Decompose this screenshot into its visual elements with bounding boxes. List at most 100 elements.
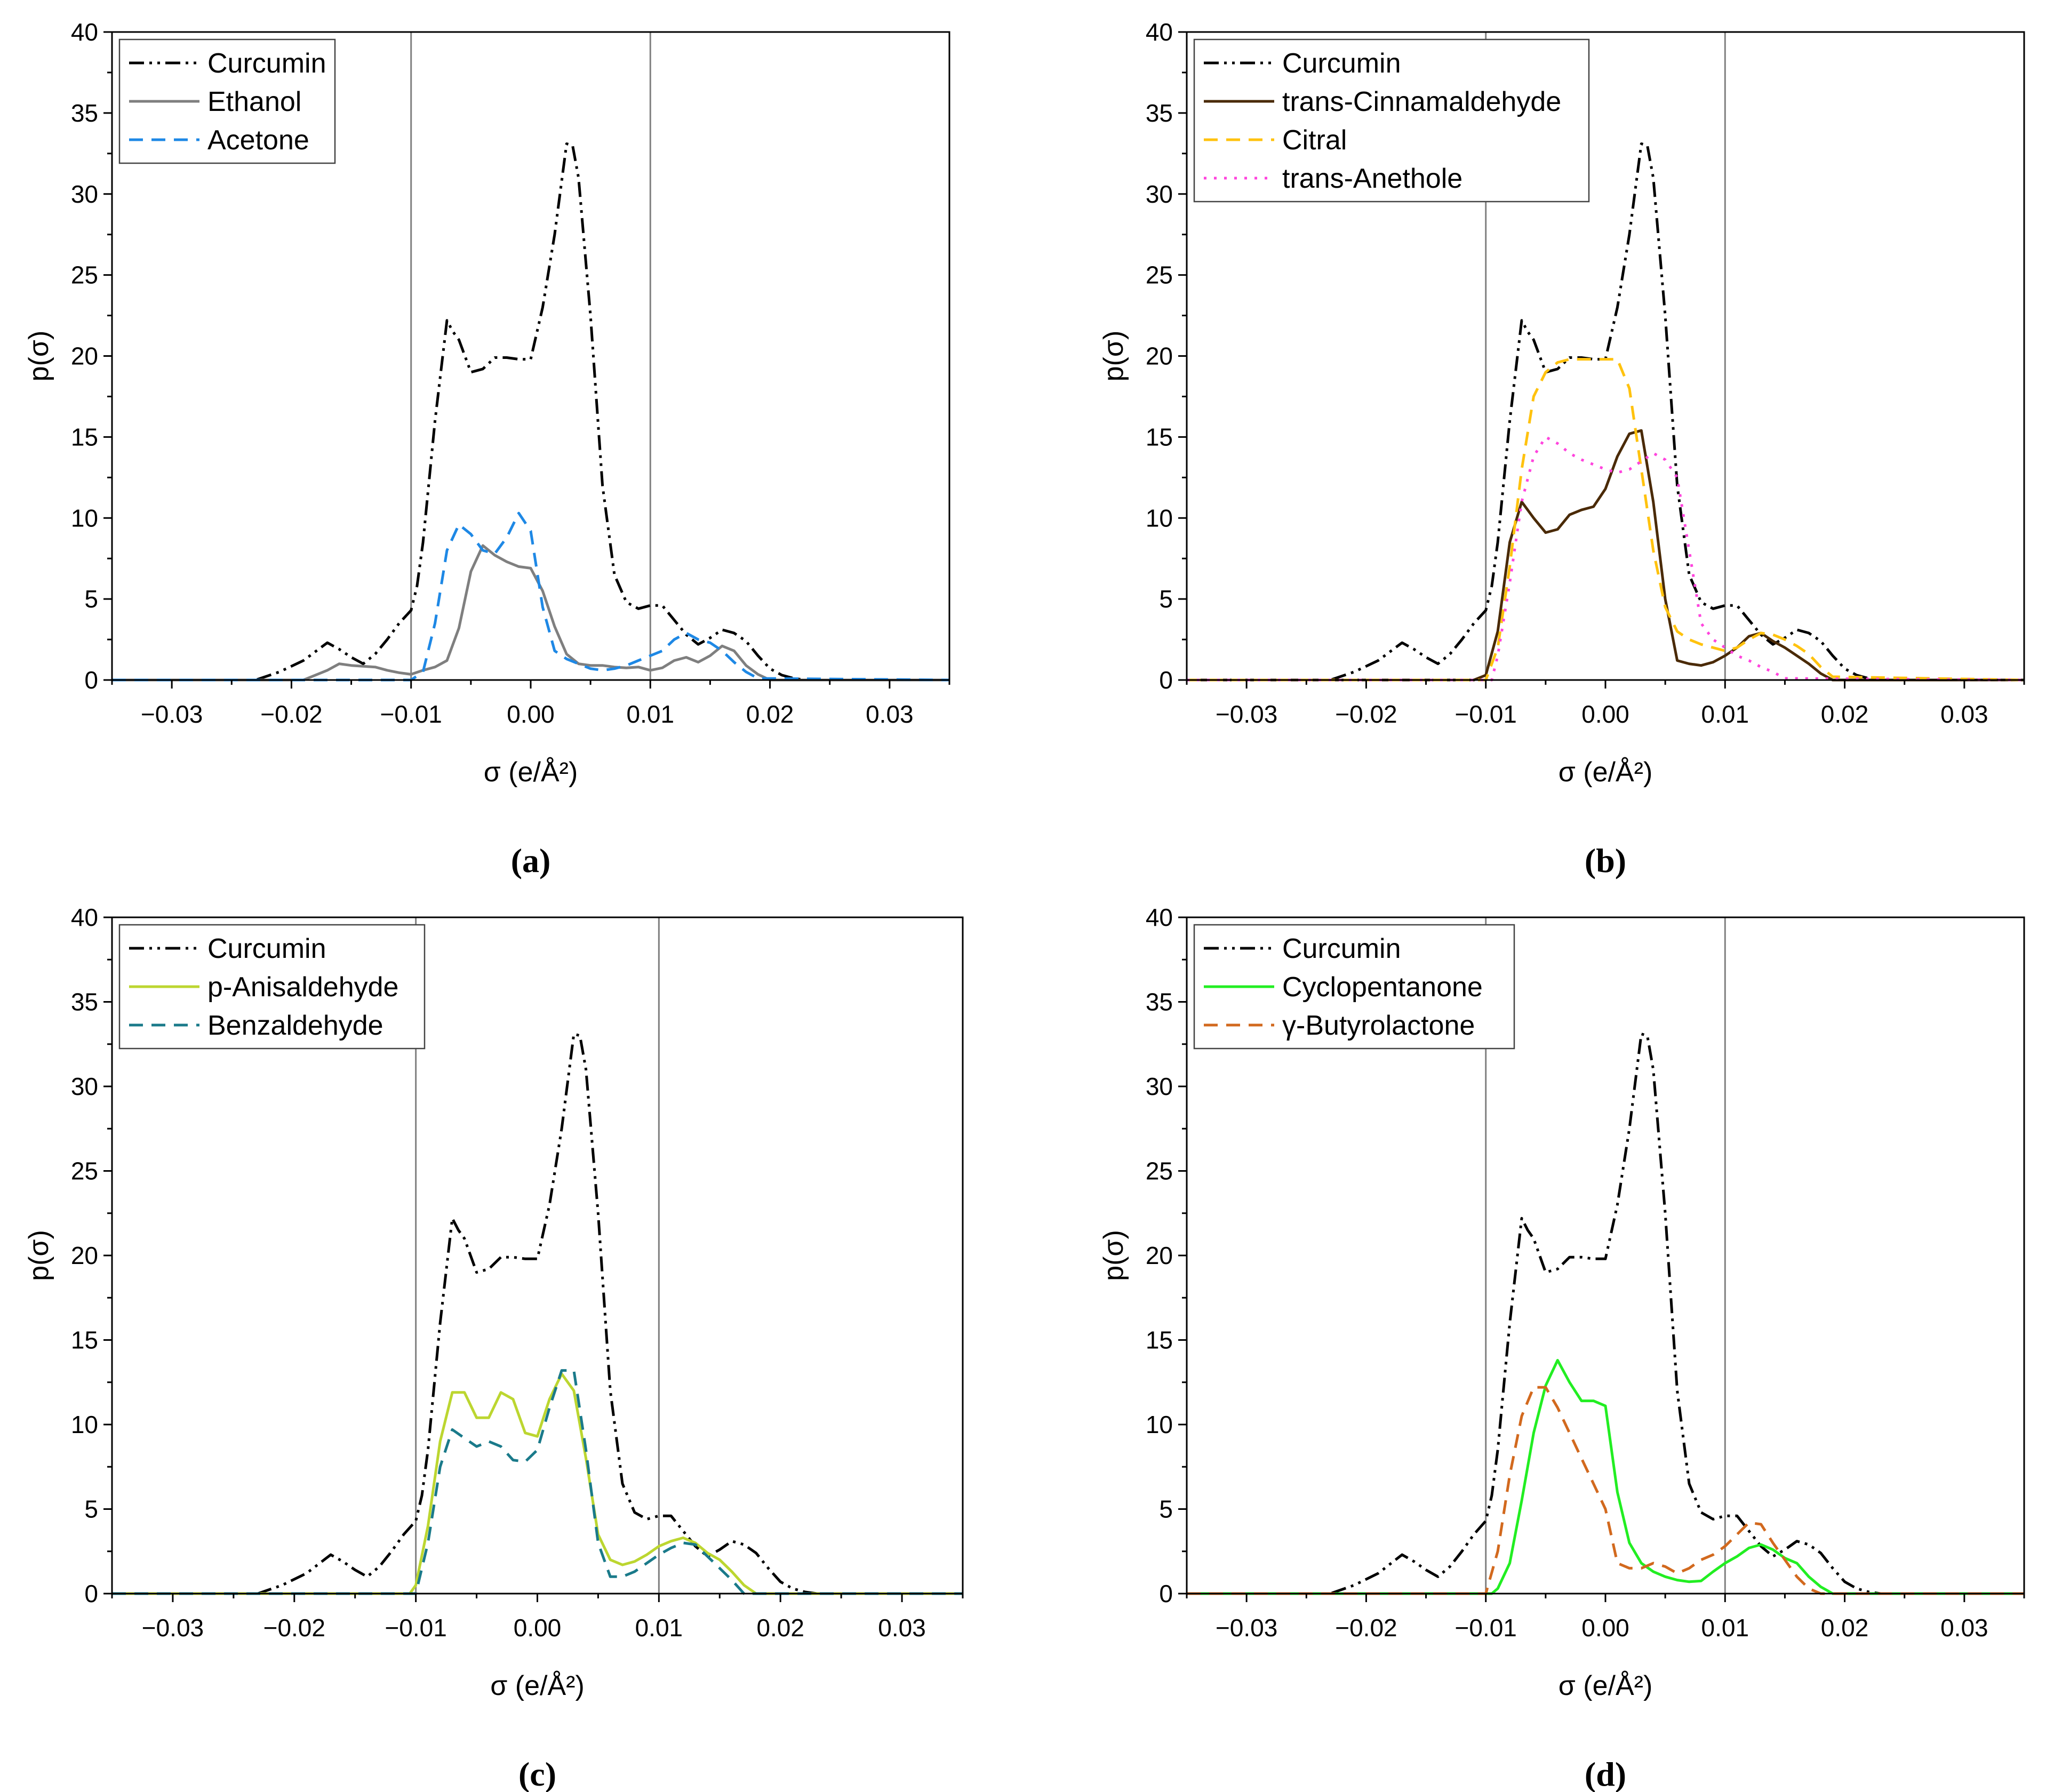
series-line-citral [1187, 358, 2025, 682]
legend-box [118, 38, 336, 164]
y-tick-label: 15 [71, 1326, 98, 1354]
x-tick-label: −0.03 [142, 1614, 204, 1642]
x-tick-label: −0.02 [263, 1614, 325, 1642]
y-tick-label: 25 [71, 1157, 98, 1185]
y-tick-label: 20 [71, 1242, 98, 1269]
y-tick-label: 40 [71, 18, 98, 46]
x-tick-label: 0.03 [866, 700, 914, 728]
panel-c: 0 5 10 15 20 25 30 35 40 −0.03 −0.02 −0.01 0.00 0.01 0… [23, 903, 964, 1792]
x-tick-label: 0.02 [1821, 700, 1869, 728]
series-line-curcumin [112, 142, 949, 682]
legend: Curcumin Ethanol Acetone [118, 38, 336, 164]
legend-label: Citral [1282, 125, 1347, 156]
panel-caption: (c) [518, 1755, 556, 1792]
plot-area: 0 5 10 15 20 25 30 35 40 −0.03 −0.02 −0.01 0.00 0.01 0… [71, 18, 950, 728]
panel-caption: (b) [1585, 842, 1626, 879]
y-tick-label: 20 [1146, 1242, 1173, 1269]
y-tick-label: 35 [71, 99, 98, 127]
x-tick-label: 0.03 [1940, 700, 1988, 728]
panel-a: 0 5 10 15 20 25 30 35 40 −0.03 −0.02 −0.01 0.00 0.01 0… [23, 18, 950, 879]
y-tick-label: 35 [71, 988, 98, 1016]
y-axis-label: p(σ) [23, 331, 54, 382]
legend-label: Curcumin [207, 48, 326, 79]
series-line--butyrolactone [1187, 1386, 2024, 1595]
y-tick-label: 0 [84, 1580, 98, 1607]
legend-label: trans-Anethole [1282, 163, 1462, 194]
x-tick-label: 0.01 [1701, 700, 1749, 728]
y-tick-label: 25 [1146, 1157, 1173, 1185]
x-axis-label: σ (e/Å²) [1559, 1670, 1653, 1701]
x-tick-label: 0.00 [507, 700, 555, 728]
legend: Curcumin Cyclopentanone γ-Butyrolactone [1193, 924, 1515, 1050]
series-line-trans-anethole [1187, 435, 2025, 682]
x-tick-label: 0.00 [1581, 700, 1629, 728]
y-tick-label: 10 [71, 1411, 98, 1438]
y-tick-label: 0 [1159, 1580, 1173, 1607]
y-tick-label: 30 [71, 1073, 98, 1100]
panel-caption: (d) [1585, 1755, 1626, 1792]
y-tick-label: 15 [1146, 423, 1173, 451]
x-tick-label: 0.01 [635, 1614, 683, 1642]
series-line-ethanol [112, 544, 949, 682]
y-tick-label: 40 [1146, 903, 1173, 931]
y-tick-label: 20 [71, 342, 98, 370]
plot-area: 0 5 10 15 20 25 30 35 40 −0.03 −0.02 −0.01 0.00 0.01 0… [71, 903, 964, 1642]
series-line-cyclopentanone [1187, 1359, 2024, 1595]
x-tick-label: −0.01 [380, 700, 442, 728]
y-tick-label: 5 [84, 585, 98, 613]
x-tick-label: 0.03 [878, 1614, 926, 1642]
series-line-curcumin [112, 1033, 963, 1595]
x-tick-label: 0.01 [1701, 1614, 1749, 1642]
x-tick-label: −0.02 [260, 700, 322, 728]
legend-label: Ethanol [207, 86, 301, 117]
x-tick-label: 0.03 [1940, 1614, 1988, 1642]
legend-label: trans-Cinnamaldehyde [1282, 86, 1561, 117]
y-tick-label: 15 [71, 423, 98, 451]
legend-label: Curcumin [207, 933, 326, 964]
x-tick-label: 0.02 [1821, 1614, 1869, 1642]
y-tick-label: 10 [1146, 504, 1173, 532]
panel-caption: (a) [511, 842, 551, 879]
x-tick-label: −0.03 [1216, 700, 1277, 728]
y-tick-label: 5 [84, 1495, 98, 1523]
panel-d: 0 5 10 15 20 25 30 35 40 −0.03 −0.02 −0.01 0.00 0.01 0… [1098, 903, 2025, 1792]
legend: Curcumin trans-Cinnamaldehyde Citral trans-… [1193, 38, 1590, 203]
x-tick-label: 0.00 [514, 1614, 562, 1642]
y-tick-label: 10 [1146, 1411, 1173, 1438]
plot-area: 0 5 10 15 20 25 30 35 40 −0.03 −0.02 −0.01 0.00 0.01 0… [1146, 18, 2025, 728]
x-tick-label: −0.03 [141, 700, 203, 728]
legend-label: γ-Butyrolactone [1282, 1010, 1475, 1041]
x-axis-label: σ (e/Å²) [484, 757, 578, 788]
series-line-p-anisaldehyde [112, 1372, 963, 1595]
series-line-acetone [112, 511, 950, 682]
y-tick-label: 25 [71, 261, 98, 289]
y-axis-label: p(σ) [1098, 1230, 1129, 1281]
legend-label: Acetone [207, 125, 309, 156]
y-tick-label: 40 [71, 903, 98, 931]
y-tick-label: 35 [1146, 988, 1173, 1016]
x-axis-label: σ (e/Å²) [1559, 757, 1653, 788]
y-tick-label: 20 [1146, 342, 1173, 370]
y-tick-label: 30 [1146, 1073, 1173, 1100]
series-line-curcumin [1187, 1033, 2024, 1595]
x-tick-label: −0.01 [1455, 700, 1517, 728]
y-axis-label: p(σ) [1098, 331, 1129, 382]
y-tick-label: 35 [1146, 99, 1173, 127]
y-tick-label: 30 [71, 180, 98, 208]
x-tick-label: 0.02 [746, 700, 794, 728]
y-tick-label: 5 [1159, 1495, 1173, 1523]
legend-label: Cyclopentanone [1282, 972, 1483, 1003]
series-line-trans-cinnamaldehyde [1187, 429, 2024, 682]
y-tick-label: 0 [84, 666, 98, 694]
x-tick-label: −0.01 [1455, 1614, 1517, 1642]
y-tick-label: 30 [1146, 180, 1173, 208]
x-tick-label: −0.01 [385, 1614, 446, 1642]
y-tick-label: 10 [71, 504, 98, 532]
legend-label: Benzaldehyde [207, 1010, 383, 1041]
y-tick-label: 5 [1159, 585, 1173, 613]
y-axis-label: p(σ) [23, 1230, 54, 1281]
y-tick-label: 0 [1159, 666, 1173, 694]
series-line-curcumin [1187, 142, 2024, 682]
x-axis-label: σ (e/Å²) [490, 1670, 585, 1701]
x-tick-label: −0.02 [1335, 1614, 1397, 1642]
